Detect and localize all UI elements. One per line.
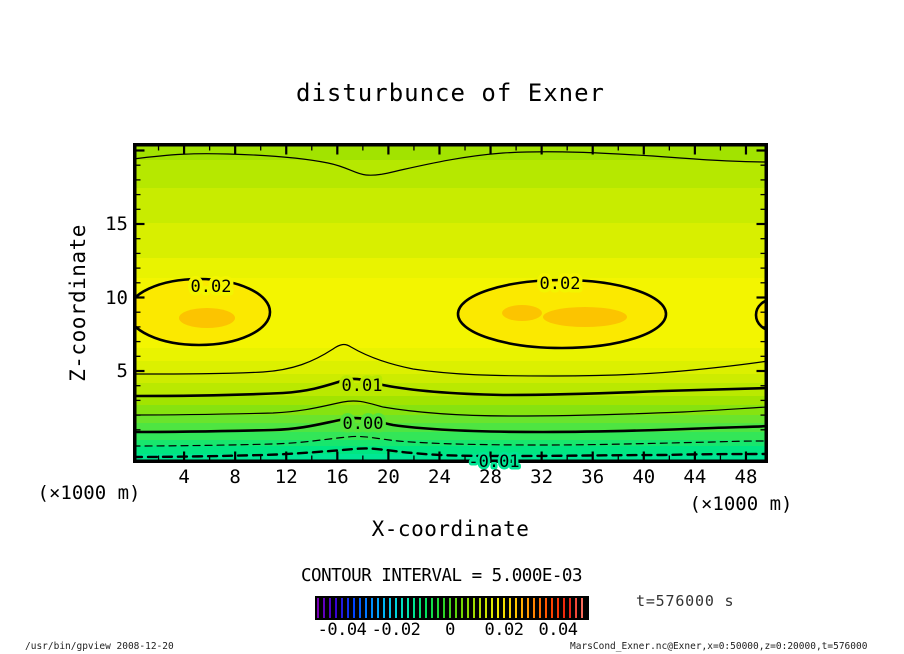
x-tick-label: 20 — [376, 466, 400, 488]
x-tick-label: 8 — [229, 466, 241, 488]
plot-frame — [133, 143, 768, 463]
contour-label: 0.00 — [343, 414, 384, 434]
colorbar-tick-label: 0.04 — [538, 620, 578, 640]
contour-line-labels: 0.02 0.02 0.01 0.00 -0.01 — [187, 271, 584, 475]
colorbar-tick-label: -0.02 — [371, 620, 421, 640]
x-tick-label: 36 — [581, 466, 605, 488]
y-tick-label: 5 — [116, 360, 128, 382]
x-tick-label: 24 — [428, 466, 451, 488]
y-tick-label: 15 — [105, 213, 128, 235]
x-tick-label: 28 — [479, 466, 502, 488]
contour-label: 0.01 — [342, 376, 383, 396]
contour-label: 0.02 — [540, 274, 581, 294]
x-unit-label: (×1000 m) — [689, 493, 793, 515]
x-tick-label: 40 — [632, 466, 656, 488]
y-unit-label: (×1000 m) — [37, 482, 141, 504]
contour-label: -0.01 — [468, 452, 519, 472]
colorbar-tick-label: 0.02 — [484, 620, 524, 640]
x-tick-label: 44 — [683, 466, 707, 488]
colorbar — [315, 596, 589, 620]
contour-label: 0.02 — [191, 277, 232, 297]
y-tick-label: 10 — [105, 286, 128, 309]
contour-plot: 0.02 0.02 0.01 0.00 -0.01 — [133, 143, 768, 475]
x-tick-label: 48 — [734, 466, 758, 488]
contour-lines — [133, 151, 768, 463]
footer-right: MarsCond_Exner.nc@Exner,x=0:50000,z=0:20… — [570, 641, 868, 652]
contour-interval-label: CONTOUR INTERVAL = 5.000E-03 — [301, 566, 583, 586]
colorbar-tick-label: 0 — [445, 620, 455, 640]
footer-left: /usr/bin/gpview 2008-12-20 — [25, 641, 174, 652]
x-tick-label: 4 — [178, 466, 190, 488]
x-tick-label: 16 — [325, 466, 349, 488]
page-title: disturbunce of Exner — [296, 79, 605, 107]
axis-ticks — [135, 145, 766, 461]
x-tick-label: 12 — [274, 466, 298, 488]
x-tick-label: 32 — [530, 466, 554, 488]
time-annotation: t=576000 s — [636, 592, 735, 610]
tone-fill — [133, 143, 768, 463]
x-axis-label: X-coordinate — [371, 517, 530, 541]
colorbar-tick-label: -0.04 — [317, 620, 367, 640]
